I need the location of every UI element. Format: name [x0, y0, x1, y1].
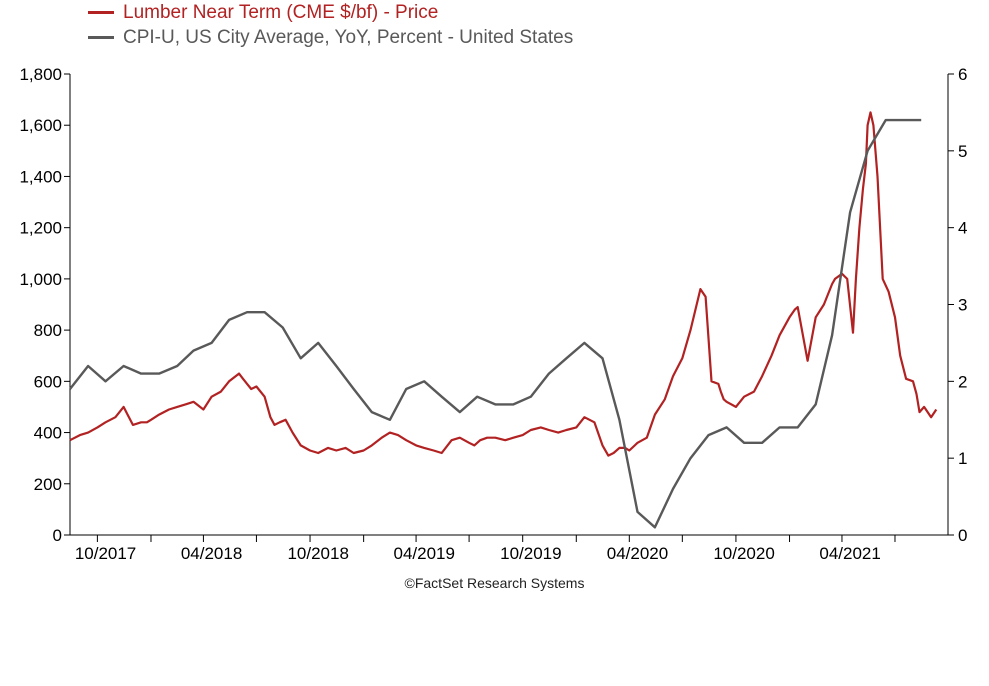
x-tick-label: 10/2019	[500, 544, 561, 563]
y-right-tick-label: 3	[958, 296, 967, 315]
x-tick-label: 10/2017	[75, 544, 136, 563]
series-line-cpi	[69, 118, 922, 529]
y-left-tick-label: 0	[53, 526, 62, 545]
legend-swatch-cpi	[88, 36, 114, 39]
legend-label-lumber: Lumber Near Term (CME $/bf) - Price	[123, 2, 439, 23]
chart-plot: 0 200 400 600 800 1,000 1,200 1,400 1,600 1,800 0…	[19, 65, 967, 563]
y-right-tick-label: 4	[958, 219, 967, 238]
y-left-tick-label: 1,400	[19, 167, 62, 186]
series-line-lumber	[69, 111, 938, 457]
y-left-tick-label: 1,600	[19, 116, 62, 135]
y-right-tick-label: 1	[958, 449, 967, 468]
y-axis-right: 0 1 2 3 4 5 6	[947, 65, 967, 545]
series-layer	[69, 111, 938, 529]
source-credit: ©FactSet Research Systems	[404, 575, 585, 591]
y-left-tick-label: 1,200	[19, 219, 62, 238]
legend-item-cpi: CPI-U, US City Average, YoY, Percent - U…	[88, 25, 573, 50]
x-tick-label: 10/2020	[713, 544, 774, 563]
legend-label-cpi: CPI-U, US City Average, YoY, Percent - U…	[123, 27, 574, 48]
legend: Lumber Near Term (CME $/bf) - Price CPI-…	[88, 0, 573, 50]
y-right-tick-label: 6	[958, 65, 967, 84]
y-right-tick-label: 2	[958, 372, 967, 391]
y-left-tick-label: 400	[34, 424, 62, 443]
x-tick-label: 04/2019	[394, 544, 455, 563]
x-axis: 10/2017 04/2018 10/2018 04/2019 10/2019 04/20…	[70, 534, 948, 563]
y-left-tick-label: 800	[34, 321, 62, 340]
y-right-tick-label: 5	[958, 142, 967, 161]
y-left-tick-label: 1,000	[19, 270, 62, 289]
y-axis-left: 0 200 400 600 800 1,000 1,200 1,400 1,600 1,800	[19, 65, 71, 545]
y-left-tick-label: 600	[34, 372, 62, 391]
y-left-tick-label: 1,800	[19, 65, 62, 84]
y-right-tick-label: 0	[958, 526, 967, 545]
y-left-tick-label: 200	[34, 475, 62, 494]
legend-item-lumber: Lumber Near Term (CME $/bf) - Price	[88, 0, 573, 25]
x-tick-label: 04/2020	[607, 544, 668, 563]
x-tick-label: 04/2021	[819, 544, 880, 563]
legend-swatch-lumber	[88, 11, 114, 14]
x-tick-label: 04/2018	[181, 544, 242, 563]
x-tick-label: 10/2018	[287, 544, 348, 563]
